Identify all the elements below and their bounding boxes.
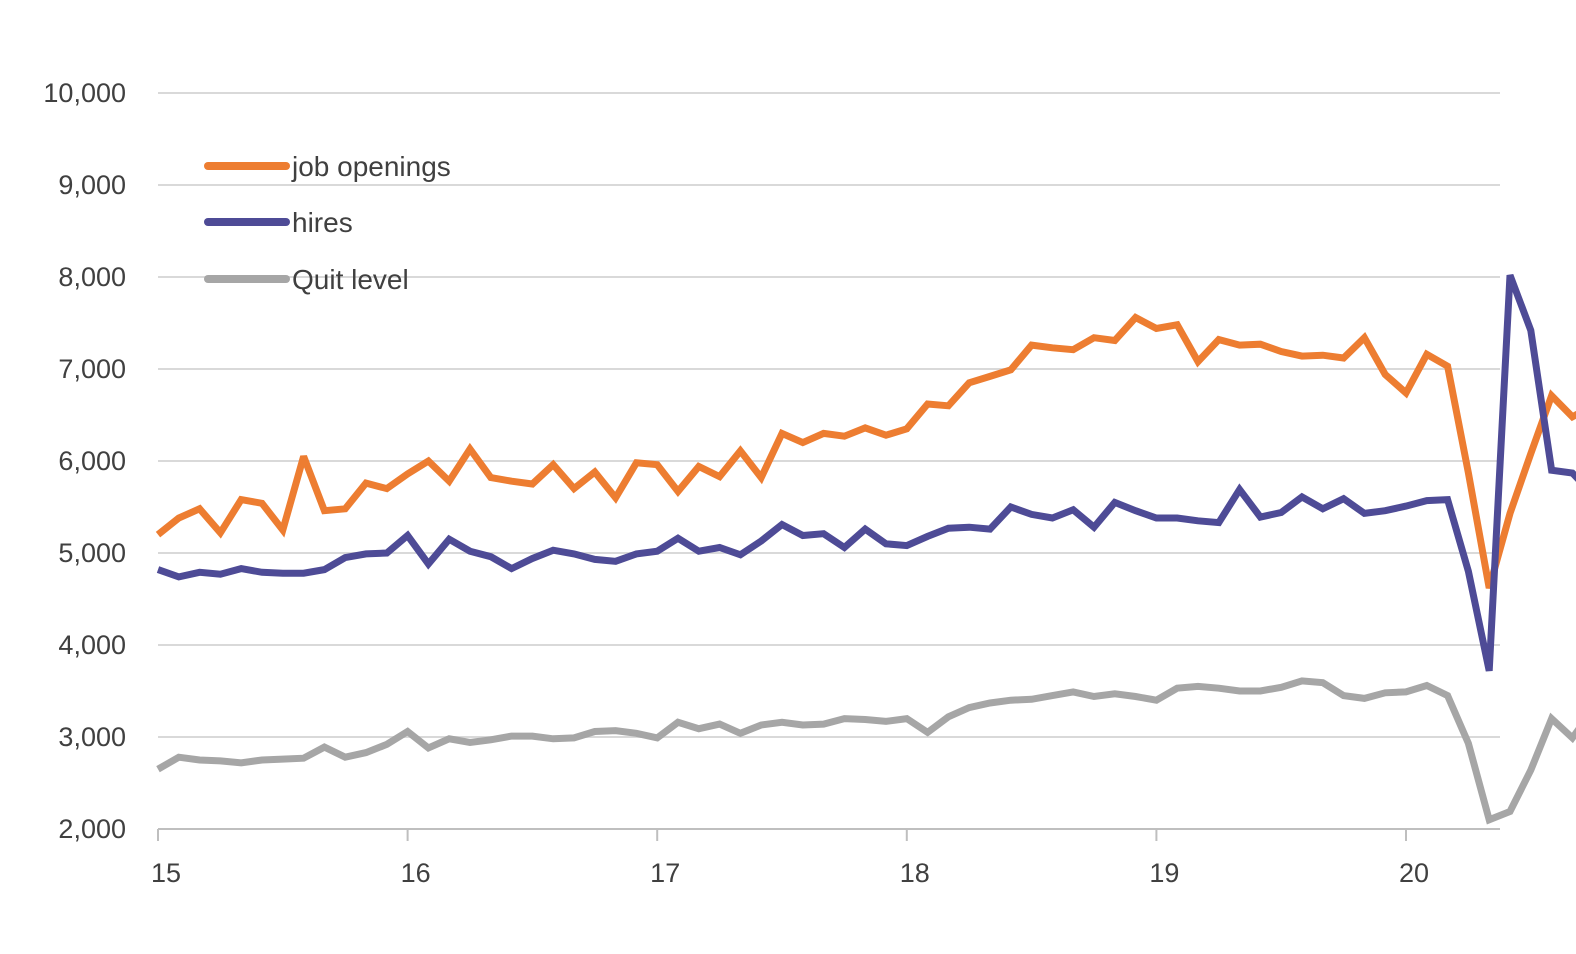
- y-tick-label: 10,000: [43, 78, 126, 108]
- job-openings-line: [155, 313, 1576, 589]
- x-tick-label: 18: [900, 858, 930, 888]
- x-tick-label: 16: [401, 858, 431, 888]
- x-tick-label: 15: [151, 858, 181, 888]
- y-tick-label: 5,000: [58, 538, 126, 568]
- x-axis-ticks: 15161718192021: [151, 829, 1429, 888]
- series-lines: [155, 273, 1576, 825]
- legend-label: Quit level: [292, 264, 409, 295]
- quit-level-line: [156, 677, 1576, 825]
- gridlines: [158, 92, 1500, 738]
- x-tick-label: 17: [650, 858, 680, 888]
- y-axis-tick-labels: 2,000 3,000 4,000 5,000 6,000 7,000 8,000 9,000…: [43, 78, 126, 844]
- legend-label: hires: [292, 207, 353, 238]
- y-tick-label: 2,000: [58, 814, 126, 844]
- y-tick-label: 3,000: [58, 722, 126, 752]
- y-tick-label: 8,000: [58, 262, 126, 292]
- x-tick-label: 19: [1149, 858, 1179, 888]
- y-tick-label: 7,000: [58, 354, 126, 384]
- x-tick-label: 20: [1399, 858, 1429, 888]
- y-tick-label: 6,000: [58, 446, 126, 476]
- legend-label: job openings: [291, 151, 451, 182]
- y-tick-label: 9,000: [58, 170, 126, 200]
- y-tick-label: 4,000: [58, 630, 126, 660]
- hires-line: [156, 273, 1576, 672]
- legend: job openings hires Quit level: [204, 151, 451, 295]
